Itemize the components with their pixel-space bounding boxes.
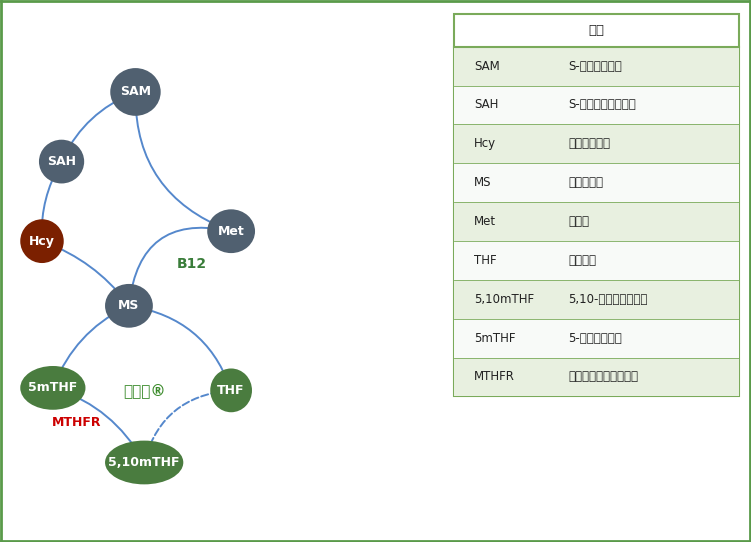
FancyBboxPatch shape	[454, 47, 739, 86]
FancyBboxPatch shape	[454, 280, 739, 319]
Ellipse shape	[20, 366, 86, 410]
Text: 5,10mTHF: 5,10mTHF	[474, 293, 534, 306]
FancyBboxPatch shape	[454, 241, 739, 280]
Text: 蚌氨酸: 蚌氨酸	[569, 215, 589, 228]
Text: S-腺苷同型半胱氨酸: S-腺苷同型半胱氨酸	[569, 99, 636, 112]
Text: Hcy: Hcy	[29, 235, 55, 248]
Text: B12: B12	[177, 256, 207, 270]
Text: MTHFR: MTHFR	[474, 371, 515, 384]
Ellipse shape	[210, 369, 252, 412]
Text: 四氢叶酸: 四氢叶酸	[569, 254, 596, 267]
Ellipse shape	[105, 441, 183, 485]
Text: SAH: SAH	[47, 155, 76, 168]
FancyBboxPatch shape	[454, 319, 739, 358]
Text: 5,10-亚甲基四氢叶酸: 5,10-亚甲基四氢叶酸	[569, 293, 647, 306]
Text: 注释: 注释	[589, 24, 605, 37]
Text: 同型半胱氨酸: 同型半胱氨酸	[569, 137, 610, 150]
FancyBboxPatch shape	[454, 202, 739, 241]
FancyBboxPatch shape	[454, 163, 739, 202]
Text: 5mTHF: 5mTHF	[29, 382, 77, 395]
Ellipse shape	[39, 140, 84, 183]
FancyBboxPatch shape	[454, 14, 739, 396]
FancyBboxPatch shape	[454, 358, 739, 396]
FancyBboxPatch shape	[454, 86, 739, 125]
Text: S-腺苷甲硫氨酸: S-腺苷甲硫氨酸	[569, 60, 622, 73]
Text: MTHFR: MTHFR	[52, 416, 101, 429]
Text: 5,10mTHF: 5,10mTHF	[108, 456, 180, 469]
Text: THF: THF	[474, 254, 496, 267]
Text: SAM: SAM	[474, 60, 500, 73]
Text: Hcy: Hcy	[474, 137, 496, 150]
Ellipse shape	[110, 68, 161, 116]
Text: 蚌氨酸合酶: 蚌氨酸合酶	[569, 176, 603, 189]
Text: THF: THF	[217, 384, 245, 397]
Ellipse shape	[20, 220, 64, 263]
Text: MS: MS	[474, 176, 492, 189]
Text: 叶源酸®: 叶源酸®	[123, 383, 165, 398]
Text: 亚甲基四氢叶酸还原酶: 亚甲基四氢叶酸还原酶	[569, 371, 638, 384]
Text: MS: MS	[118, 299, 140, 312]
Ellipse shape	[105, 284, 153, 328]
FancyBboxPatch shape	[454, 125, 739, 163]
Text: 5mTHF: 5mTHF	[474, 332, 516, 345]
Text: SAM: SAM	[120, 86, 151, 99]
Text: 5-甲基四氢叶酸: 5-甲基四氢叶酸	[569, 332, 622, 345]
Ellipse shape	[207, 209, 255, 253]
Text: SAH: SAH	[474, 99, 499, 112]
Text: Met: Met	[218, 225, 245, 238]
Text: Met: Met	[474, 215, 496, 228]
